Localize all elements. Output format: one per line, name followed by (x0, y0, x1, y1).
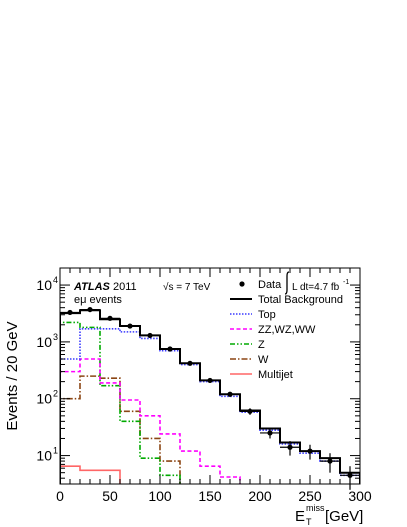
series-zz-wz-ww-line (60, 358, 261, 484)
legend-label: Z (258, 339, 265, 351)
data-marker (67, 309, 73, 316)
svg-text:-1: -1 (343, 279, 349, 286)
y-tick-label-exponent: 1 (53, 446, 58, 456)
series-multijet (60, 465, 121, 484)
data-marker (327, 458, 333, 464)
data-marker (187, 360, 193, 366)
legend-label: Top (258, 309, 276, 321)
y-tick-label-exponent: 4 (53, 275, 58, 285)
data-point (200, 377, 220, 384)
legend-label: W (258, 354, 269, 366)
legend-entry-top: Top (230, 309, 276, 321)
data-point (320, 453, 340, 473)
annotations: ATLAS 2011 eμ events √s = 7 TeV L dt=4.7… (73, 271, 349, 306)
experiment-label: ATLAS (73, 281, 111, 293)
x-axis-label-unit: [GeV] (325, 508, 363, 525)
y-tick-label: 10 (36, 334, 52, 350)
data-marker (267, 430, 273, 436)
legend-entry-w: W (230, 354, 269, 366)
energy-label: √s = 7 TeV (163, 281, 211, 293)
legend: Data Total Background Top ZZ,WZ,WW ZW Multije… (230, 279, 343, 381)
x-tick-label: 0 (56, 488, 64, 504)
data-point (240, 408, 260, 415)
legend-label: Multijet (258, 369, 293, 381)
data-marker (127, 323, 133, 329)
x-tick-label: 300 (348, 488, 372, 504)
data-point (180, 360, 200, 366)
y-tick-label: 10 (36, 448, 52, 464)
data-point (340, 466, 360, 490)
data-point (80, 306, 100, 313)
x-tick-label: 100 (148, 488, 172, 504)
year-label: 2011 (113, 281, 137, 293)
data-point (260, 428, 280, 439)
series-w (60, 375, 181, 484)
series-zz-wz-ww (60, 358, 261, 484)
legend-entry-multijet: Multijet (230, 369, 293, 381)
x-tick-label: 250 (298, 488, 322, 504)
svg-text:L dt=4.7 fb: L dt=4.7 fb (292, 282, 340, 293)
data-marker (207, 377, 213, 384)
x-axis-label-main: E (295, 508, 305, 525)
channel-label: eμ events (74, 294, 122, 306)
x-tick-label: 50 (102, 488, 118, 504)
y-tick-label-exponent: 3 (53, 332, 58, 342)
data-point (160, 346, 180, 352)
legend-entry-data: Data (239, 279, 282, 291)
y-axis-label: Events / 20 GeV (4, 321, 21, 430)
legend-entry-zz-wz-ww: ZZ,WZ,WW (230, 324, 316, 336)
series-multijet-line (60, 465, 121, 484)
x-axis-label-subscript: T (306, 517, 312, 527)
data-marker (227, 391, 233, 397)
legend-entry-z: Z (230, 339, 265, 351)
data-point (60, 309, 80, 316)
data-points-layer (60, 306, 360, 490)
data-marker (247, 408, 253, 414)
series-z (60, 321, 181, 484)
data-point (300, 444, 320, 460)
data-marker (287, 444, 293, 450)
data-marker (307, 448, 313, 454)
x-tick-label: 200 (248, 488, 272, 504)
legend-label: ZZ,WZ,WW (258, 324, 316, 336)
data-point (220, 391, 240, 397)
x-axis-label-superscript: miss (306, 503, 325, 513)
data-marker (107, 315, 113, 321)
data-point (120, 323, 140, 329)
y-tick-label: 10 (36, 277, 52, 293)
y-tick-label-exponent: 2 (53, 389, 58, 399)
series-w-line (60, 375, 181, 484)
x-axis-label: E T miss [GeV] (295, 503, 363, 527)
data-point (280, 441, 300, 456)
legend-label: Data (258, 279, 282, 291)
series-z-line (60, 321, 181, 484)
legend-label: Total Background (258, 294, 343, 306)
data-marker (147, 332, 153, 339)
data-marker (347, 472, 353, 478)
x-tick-label: 150 (198, 488, 222, 504)
svg-text:E: E (295, 508, 305, 525)
integral-sign (284, 271, 290, 295)
y-tick-label: 10 (36, 391, 52, 407)
luminosity-label: L dt=4.7 fb -1 (284, 271, 349, 295)
data-point (140, 332, 160, 339)
data-marker (87, 306, 93, 313)
data-point (100, 315, 120, 321)
data-marker (167, 346, 173, 352)
legend-marker (239, 281, 245, 287)
legend-entry-total-background: Total Background (230, 294, 343, 306)
